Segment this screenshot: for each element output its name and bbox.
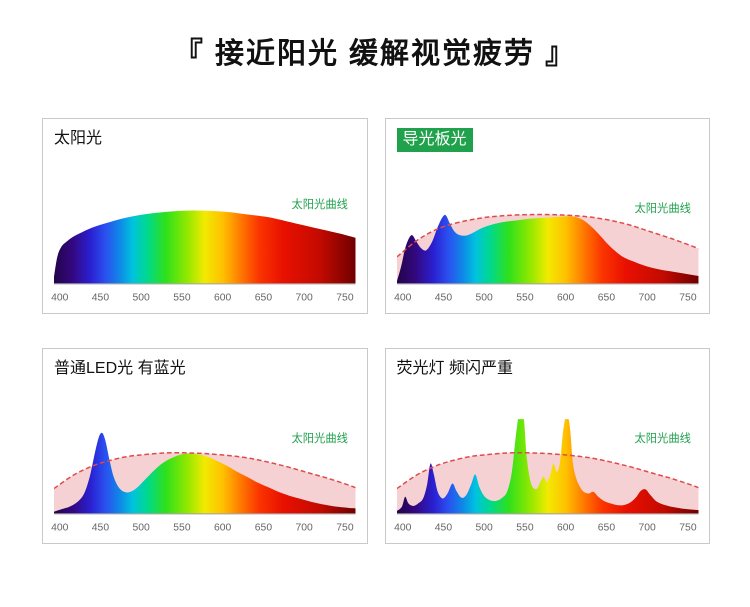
sunlight-reference-dashed-line	[396, 213, 698, 258]
x-axis-tick-label: 550	[516, 292, 534, 303]
sunlight-curve-label: 太阳光曲线	[291, 197, 348, 211]
x-axis-tick-label: 600	[557, 522, 575, 533]
x-axis-tick-label: 550	[173, 292, 191, 303]
chart-plot-area	[396, 213, 698, 284]
panel-sunlight: 太阳光 太阳光曲线 400 450 500 550 600 650 700 750	[42, 118, 368, 314]
panel-fluorescent: 荧光灯 频闪严重 太阳光曲线 400 450 500 550 600 650 700 750	[384, 348, 710, 544]
chart-plot-area	[54, 432, 356, 514]
sunlight-curve-label: 太阳光曲线	[634, 201, 691, 215]
x-axis-tick-label: 400	[51, 292, 69, 303]
spectrum-chart-fluorescent: 太阳光曲线 400 450 500 550 600 650 700 750	[394, 419, 698, 533]
sunlight-curve-label: 太阳光曲线	[291, 431, 348, 445]
spectrum-chart-light-guide: 太阳光曲线 400 450 500 550 600 650 700 750	[394, 201, 698, 303]
x-axis-tick-label: 600	[214, 292, 232, 303]
x-axis-tick-label: 500	[475, 292, 493, 303]
x-axis-tick-label: 400	[394, 292, 412, 303]
spectrum-area	[396, 419, 698, 514]
panel-led: 普通LED光 有蓝光 太阳光曲线 400 450 500 550 600 650 700 750	[42, 348, 368, 544]
spectrum-area	[54, 210, 356, 284]
x-axis-tick-label: 500	[133, 292, 151, 303]
x-axis-tick-label: 650	[255, 522, 273, 533]
panel-title-led: 普通LED光 有蓝光	[54, 360, 186, 377]
x-axis-tick-label: 400	[51, 522, 69, 533]
panel-title-fluorescent: 荧光灯 频闪严重	[396, 360, 513, 377]
x-axis-tick-label: 550	[173, 522, 191, 533]
sunlight-curve-label: 太阳光曲线	[634, 431, 691, 445]
x-axis-tick-label: 750	[336, 522, 354, 533]
x-axis-tick-label: 600	[214, 522, 232, 533]
x-axis-tick-label: 650	[255, 292, 273, 303]
x-axis-tick-label: 650	[597, 292, 615, 303]
spectrum-chart-sunlight: 太阳光曲线 400 450 500 550 600 650 700 750	[51, 197, 356, 303]
x-axis-tick-label: 500	[133, 522, 151, 533]
spectrum-chart-led: 太阳光曲线 400 450 500 550 600 650 700 750	[51, 431, 356, 533]
x-axis-tick-label: 400	[394, 522, 412, 533]
spectrum-area	[54, 432, 356, 514]
charts-grid: 太阳光 太阳光曲线 400 450 500 550 600 650 700 750 导光板光 太…	[42, 118, 710, 544]
sunlight-reference-dashed-line	[396, 451, 698, 490]
x-axis-tick-label: 700	[638, 292, 656, 303]
x-axis-tick-label: 700	[296, 292, 314, 303]
x-axis-tick-label: 750	[336, 292, 354, 303]
page-title: 『 接近阳光 缓解视觉疲劳 』	[173, 38, 577, 70]
x-axis-tick-label: 600	[557, 292, 575, 303]
x-axis-tick-label: 750	[679, 292, 697, 303]
panel-light-guide: 导光板光 太阳光曲线 400 450 500 550 600 650 700 750	[384, 118, 710, 314]
x-axis-tick-label: 500	[475, 522, 493, 533]
panel-title-light-guide: 导光板光	[396, 128, 473, 152]
chart-plot-area	[396, 419, 698, 514]
spectrum-area	[396, 214, 698, 284]
x-axis-tick-label: 450	[92, 522, 110, 533]
panel-title-sunlight: 太阳光	[54, 130, 103, 147]
x-axis-tick-label: 700	[296, 522, 314, 533]
x-axis-tick-label: 700	[638, 522, 656, 533]
x-axis-tick-label: 450	[434, 292, 452, 303]
x-axis-tick-label: 450	[92, 292, 110, 303]
sunlight-reference-dashed-line	[54, 451, 356, 490]
chart-plot-area	[54, 210, 356, 284]
x-axis-tick-label: 450	[434, 522, 452, 533]
x-axis-tick-label: 550	[516, 522, 534, 533]
x-axis-tick-label: 650	[597, 522, 615, 533]
x-axis-tick-label: 750	[679, 522, 697, 533]
